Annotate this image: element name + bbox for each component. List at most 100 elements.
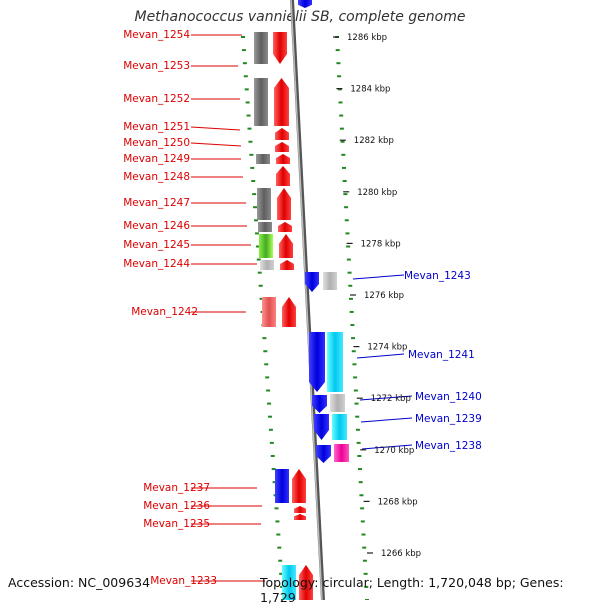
gene-shape	[282, 297, 296, 327]
ruler-tick	[263, 350, 268, 353]
gene-features	[254, 0, 349, 600]
ruler-tick	[243, 75, 248, 78]
gene-shape	[260, 260, 274, 270]
ruler-tick	[358, 468, 363, 471]
gene-shape	[276, 166, 290, 186]
gene-label[interactable]: Mevan_1242	[131, 306, 198, 318]
ruler-tick	[349, 310, 354, 313]
gene-label[interactable]: Mevan_1243	[404, 270, 471, 282]
ruler-tick	[348, 284, 353, 287]
ruler-tick	[351, 350, 356, 353]
gene-shape	[334, 444, 349, 462]
ruler-tick	[268, 428, 273, 431]
ruler-tick	[346, 245, 351, 248]
ruler-tick	[269, 441, 274, 444]
ruler-tick	[359, 494, 364, 497]
ruler-tick	[267, 402, 272, 405]
ruler-tick	[347, 271, 352, 274]
gene-label[interactable]: Mevan_1246	[123, 220, 190, 232]
ruler-tick	[278, 559, 283, 562]
ruler-tick	[251, 180, 256, 183]
gene-shape	[299, 565, 313, 600]
ruler-tick	[250, 166, 255, 169]
gene-shape	[323, 272, 337, 290]
gene-label[interactable]: Mevan_1241	[408, 349, 475, 361]
ruler-tick	[340, 140, 345, 143]
gene-label[interactable]: Mevan_1253	[123, 60, 190, 72]
ruler-tick	[272, 481, 277, 484]
gene-label[interactable]: Mevan_1249	[123, 153, 190, 165]
gene-shape	[276, 154, 290, 164]
gene-label[interactable]: Mevan_1254	[123, 29, 190, 41]
ruler-tick	[262, 337, 267, 340]
gene-label[interactable]: Mevan_1245	[123, 239, 190, 251]
ruler-tick	[353, 389, 358, 392]
gene-shape	[262, 297, 276, 327]
gene-label[interactable]: Mevan_1233	[150, 575, 217, 587]
ruler-tick	[344, 219, 349, 222]
ruler-tick	[358, 481, 363, 484]
gene-shape	[259, 234, 273, 258]
ruler-tick	[245, 101, 250, 104]
ruler-tick	[341, 166, 346, 169]
kbp-tick-label: 1286 kbp	[347, 33, 387, 43]
ruler-tick	[252, 193, 257, 196]
gene-shape	[258, 222, 272, 232]
ruler-tick	[355, 415, 360, 418]
gene-shape	[275, 469, 289, 503]
ruler-tick	[242, 62, 247, 65]
gene-label[interactable]: Mevan_1251	[123, 121, 190, 133]
gene-label[interactable]: Mevan_1236	[143, 500, 210, 512]
gene-label[interactable]: Mevan_1240	[415, 391, 482, 403]
ruler-tick	[277, 546, 282, 549]
accession-label: Accession: NC_009634	[8, 575, 151, 590]
gene-label[interactable]: Mevan_1252	[123, 93, 190, 105]
gene-label[interactable]: Mevan_1247	[123, 197, 190, 209]
gene-shape	[254, 78, 268, 126]
ruler-tick	[357, 454, 362, 457]
kbp-tick-label: 1282 kbp	[354, 136, 394, 146]
gene-label[interactable]: Mevan_1250	[123, 137, 190, 149]
ruler-tick	[265, 376, 270, 379]
ruler-tick	[337, 75, 342, 78]
gene-shape	[282, 565, 296, 600]
gene-shape	[309, 332, 325, 392]
gene-label[interactable]: Mevan_1235	[143, 518, 210, 530]
gene-label[interactable]: Mevan_1238	[415, 440, 482, 452]
gene-shape	[298, 0, 312, 8]
ruler-tick	[258, 284, 263, 287]
leader-line	[190, 142, 242, 147]
gene-label[interactable]: Mevan_1244	[123, 258, 190, 270]
kbp-tick-label: 1270 kbp	[374, 446, 414, 456]
gene-shape	[294, 506, 306, 513]
leader-line	[360, 417, 413, 423]
ruler-tick	[343, 193, 348, 196]
gene-label[interactable]: Mevan_1237	[143, 482, 210, 494]
ruler-tick	[342, 180, 347, 183]
gene-shape	[275, 142, 289, 152]
ruler-tick	[267, 415, 272, 418]
ruler-tick	[362, 546, 367, 549]
gene-shape	[330, 394, 345, 412]
gene-shape	[274, 78, 289, 126]
gene-shape	[278, 222, 292, 232]
kbp-tick-label: 1268 kbp	[378, 497, 418, 507]
gene-shape	[279, 234, 293, 258]
ruler-tick	[244, 88, 249, 91]
ruler-tick	[339, 114, 344, 117]
gene-shape	[312, 395, 327, 413]
ruler-tick	[256, 258, 261, 261]
gene-label[interactable]: Mevan_1239	[415, 413, 482, 425]
ruler-tick	[338, 101, 343, 104]
gene-shape	[327, 332, 343, 392]
ruler-tick	[344, 206, 349, 209]
ruler-tick	[360, 507, 365, 510]
ruler-tick	[249, 153, 254, 156]
gene-shape	[277, 188, 291, 220]
gene-label[interactable]: Mevan_1248	[123, 171, 190, 183]
genome-axis	[290, 0, 325, 600]
kbp-tick-label: 1284 kbp	[350, 85, 390, 95]
gene-labels: Mevan_1254 Mevan_1253 Mevan_1252 Mevan_1251…	[123, 29, 482, 587]
gene-shape	[316, 445, 331, 463]
